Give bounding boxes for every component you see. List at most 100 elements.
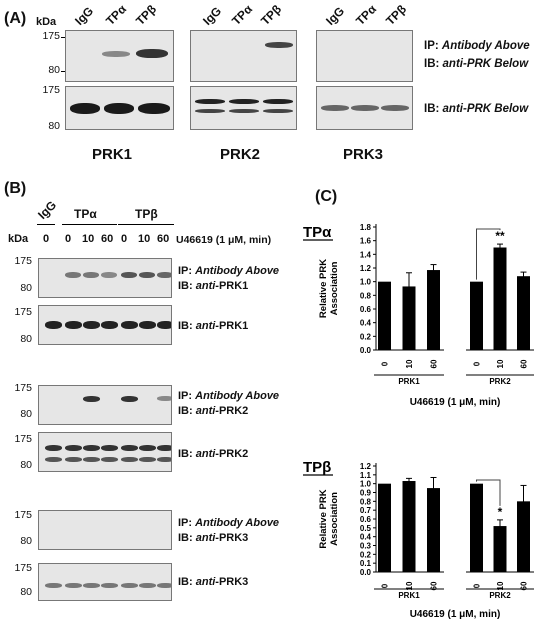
bar-tpb-PRK1-60 (427, 488, 440, 572)
group-label-tpb-0: PRK1 (398, 591, 420, 600)
ip-label-a: IP: Antibody Above (424, 40, 530, 52)
x-tick-tpa-0-1: 10 (405, 359, 414, 368)
blot-b-prk1-ip (38, 258, 172, 298)
lane-tpa-1: TPα (103, 2, 130, 28)
group-prk1-a: PRK1 (92, 146, 133, 163)
lane-igg-3: IgG (323, 3, 348, 28)
bar-tpa-PRK1-0 (378, 281, 391, 350)
y-tick-label-tpb-1: 0.1 (360, 559, 372, 568)
mw-b2b-80: 80 (20, 459, 32, 471)
kda-label-b: kDa (8, 233, 29, 245)
lane-tpb-2: TPβ (258, 2, 285, 28)
ip-label-b1: IP: Antibody Above (178, 265, 280, 277)
blot-a-prk3-ib (316, 86, 413, 130)
ib2-label-a: IB: anti-PRK Below (424, 103, 529, 115)
blot-b-prk1-ib (38, 305, 172, 345)
bar-tpb-PRK1-10 (402, 481, 416, 572)
bar-tpb-PRK2-0 (470, 483, 483, 572)
mw-b1b-80: 80 (20, 333, 32, 345)
y-tick-label-tpb-6: 0.6 (360, 515, 372, 524)
mw-b3b-80: 80 (20, 586, 32, 598)
ib-label-b3: IB: anti-PRK3 (178, 532, 249, 544)
sig-marker-tpa: ** (495, 229, 505, 243)
lane-b-igg: IgG (35, 197, 60, 222)
y-tick-label-tpb-0: 0.0 (360, 568, 372, 577)
tp-0: 0 (43, 233, 50, 245)
group-prk3-a: PRK3 (343, 146, 384, 163)
x-tick-tpb-0-2: 60 (430, 581, 439, 590)
x-tick-tpb-1-1: 10 (496, 581, 505, 590)
x-tick-tpb-1-0: 0 (473, 583, 482, 588)
y-tick-label-tpa-5: 1.0 (360, 278, 372, 287)
lane-tpa-2: TPα (229, 2, 256, 28)
sig-marker-tpb: * (498, 505, 503, 519)
x-axis-label-tpb: U46619 (1 μM, min) (410, 609, 501, 620)
y-tick-label-tpb-12: 1.2 (360, 462, 372, 471)
ip-label-b3: IP: Antibody Above (178, 517, 280, 529)
y-tick-label-tpb-8: 0.8 (360, 497, 372, 506)
bar-tpa-PRK2-0 (470, 281, 483, 350)
y-tick-label-tpa-9: 1.8 (360, 223, 372, 232)
panel-a-label: (A) (4, 10, 27, 27)
x-axis-label-tpa: U46619 (1 μM, min) (410, 397, 501, 408)
tp-5: 10 (138, 233, 151, 245)
mw-175-a-top: 175 (42, 30, 60, 42)
blot-a-prk1-ip (65, 30, 174, 82)
x-tick-tpb-0-0: 0 (381, 583, 390, 588)
y-axis-label-tpb: Relative PRKAssociation (318, 489, 340, 548)
blot-a-prk3-ip (316, 30, 413, 82)
blot-a-prk2-ip (190, 30, 297, 82)
x-tick-tpa-1-2: 60 (520, 359, 529, 368)
x-tick-tpa-1-1: 10 (496, 359, 505, 368)
y-tick-label-tpa-6: 1.2 (360, 264, 372, 273)
y-tick-label-tpa-8: 1.6 (360, 237, 372, 246)
mw-b1b-175: 175 (14, 306, 32, 318)
mw-80-a-top: 80 (48, 64, 60, 76)
x-tick-tpb-1-2: 60 (520, 581, 529, 590)
y-tick-label-tpa-0: 0.0 (360, 346, 372, 355)
y-tick-label-tpa-7: 1.4 (360, 250, 372, 259)
y-tick-label-tpb-11: 1.1 (360, 471, 372, 480)
y-tick-label-tpb-7: 0.7 (360, 506, 372, 515)
panel-b-label: (B) (4, 180, 27, 197)
blot-b-prk2-ip (38, 385, 172, 425)
mw-175-a-bot: 175 (42, 84, 60, 96)
y-tick-label-tpb-4: 0.4 (360, 533, 372, 542)
x-tick-tpa-1-0: 0 (473, 361, 482, 366)
tp-2: 10 (82, 233, 95, 245)
lane-igg-2: IgG (200, 3, 225, 28)
ib-label-b2: IB: anti-PRK2 (178, 405, 249, 417)
y-axis-label-tpa: Relative PRKAssociation (318, 259, 340, 318)
chart-title-tpb: TPβ (303, 459, 331, 476)
bar-tpa-PRK1-60 (427, 270, 440, 350)
mw-b2-175: 175 (14, 382, 32, 394)
mw-b3-80: 80 (20, 535, 32, 547)
panel-c-label: (C) (315, 188, 338, 205)
ib2-label-b2: IB: anti-PRK2 (178, 448, 249, 460)
y-tick-label-tpa-3: 0.6 (360, 305, 372, 314)
bar-tpa-PRK1-10 (402, 286, 416, 350)
mw-b2-80: 80 (20, 408, 32, 420)
group-label-tpb-1: PRK2 (489, 591, 511, 600)
mw-b1-80: 80 (20, 282, 32, 294)
ib2-label-b1: IB: anti-PRK1 (178, 320, 249, 332)
blot-b-prk3-ip (38, 510, 172, 550)
group-prk2-a: PRK2 (220, 146, 261, 163)
group-label-tpa-0: PRK1 (398, 377, 420, 386)
mw-b1-175: 175 (14, 255, 32, 267)
y-tick-label-tpb-10: 1.0 (360, 480, 372, 489)
ib2-label-b3: IB: anti-PRK3 (178, 576, 249, 588)
mw-b3-175: 175 (14, 509, 32, 521)
y-tick-label-tpb-3: 0.3 (360, 542, 372, 551)
x-tick-tpb-0-1: 10 (405, 581, 414, 590)
x-tick-tpa-0-0: 0 (381, 361, 390, 366)
ip-label-b2: IP: Antibody Above (178, 390, 280, 402)
mw-b2b-175: 175 (14, 433, 32, 445)
bar-tpb-PRK2-10 (493, 526, 507, 572)
bar-tpa-PRK2-60 (517, 276, 530, 350)
kda-label-a: kDa (36, 16, 57, 28)
y-tick-label-tpb-2: 0.2 (360, 550, 372, 559)
lane-tpb-1: TPβ (133, 2, 160, 28)
blot-b-prk2-ib (38, 432, 172, 472)
y-tick-label-tpb-9: 0.9 (360, 489, 372, 498)
